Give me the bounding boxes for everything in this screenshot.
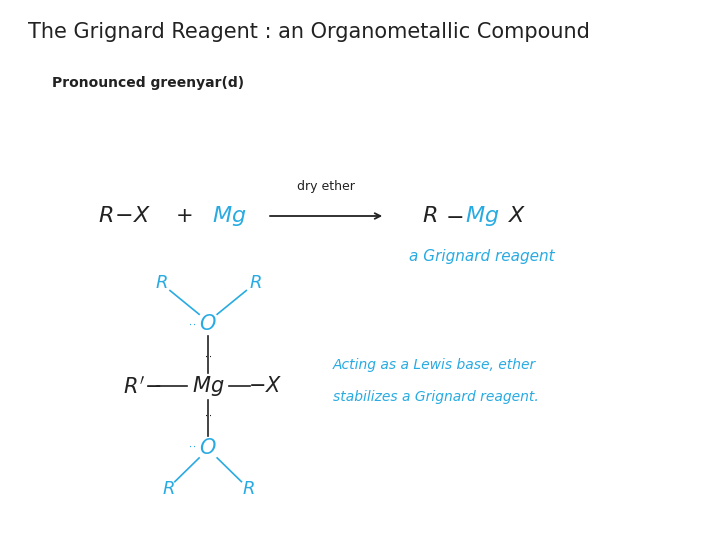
- Text: $-$: $-$: [445, 205, 464, 227]
- Text: a Grignard reagent: a Grignard reagent: [410, 249, 555, 264]
- Text: $R$: $R$: [242, 480, 255, 498]
- Text: $R\!-\!X$: $R\!-\!X$: [99, 205, 151, 227]
- Text: $O$: $O$: [199, 314, 217, 334]
- Text: $Mg$: $Mg$: [212, 204, 246, 228]
- Text: $O$: $O$: [199, 438, 217, 458]
- Text: Pronounced greenyar(d): Pronounced greenyar(d): [52, 76, 244, 90]
- Text: $Mg$: $Mg$: [192, 374, 225, 398]
- Text: $+$: $+$: [175, 206, 192, 226]
- Text: $R'\!-$: $R'\!-$: [123, 375, 161, 397]
- Text: $\cdot\cdot$: $\cdot\cdot$: [204, 352, 212, 361]
- Text: $-X$: $-X$: [248, 376, 282, 396]
- Text: $\cdot\cdot$: $\cdot\cdot$: [189, 319, 197, 329]
- Text: dry ether: dry ether: [297, 180, 355, 193]
- Text: $\cdot\cdot$: $\cdot\cdot$: [189, 441, 197, 450]
- Text: $R$: $R$: [423, 205, 438, 227]
- Text: $X$: $X$: [508, 205, 526, 227]
- Text: The Grignard Reagent : an Organometallic Compound: The Grignard Reagent : an Organometallic…: [28, 22, 590, 42]
- Text: $R$: $R$: [155, 274, 167, 293]
- Text: Acting as a Lewis base, ether: Acting as a Lewis base, ether: [333, 357, 536, 372]
- Text: $Mg$: $Mg$: [465, 204, 500, 228]
- Text: stabilizes a Grignard reagent.: stabilizes a Grignard reagent.: [333, 390, 539, 404]
- Text: $R$: $R$: [161, 480, 174, 498]
- Text: $\cdot\cdot$: $\cdot\cdot$: [204, 411, 212, 420]
- Text: $R$: $R$: [249, 274, 261, 293]
